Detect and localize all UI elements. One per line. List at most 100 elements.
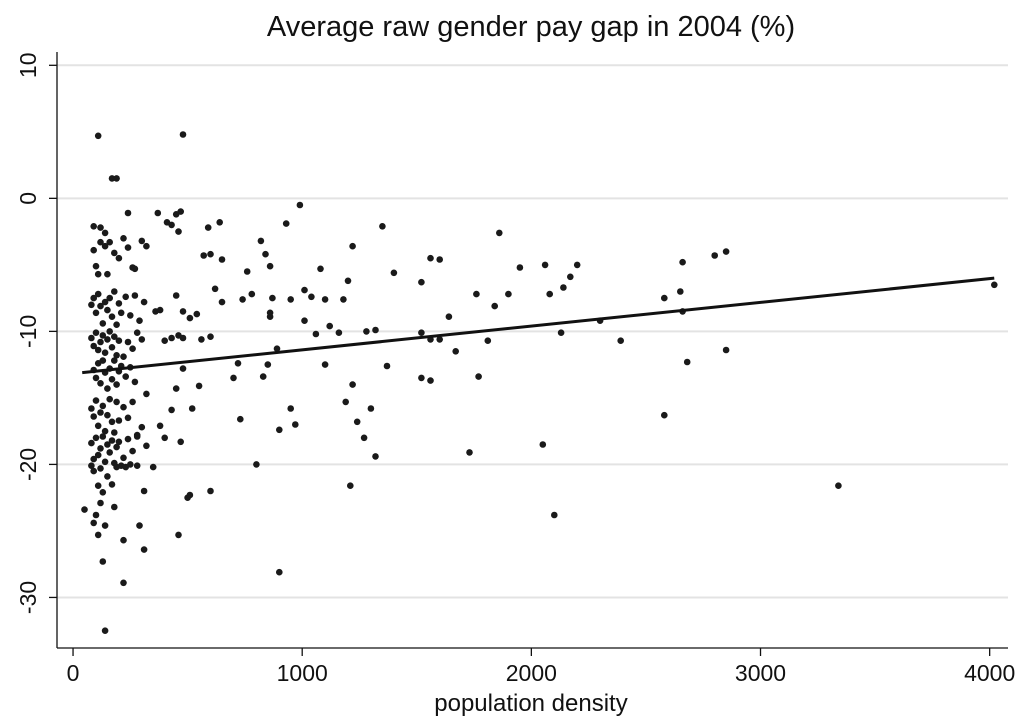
data-point (99, 489, 107, 496)
data-point (179, 308, 187, 315)
data-point (104, 270, 111, 278)
data-point (120, 235, 127, 242)
data-point (120, 579, 127, 587)
data-point (94, 451, 102, 459)
data-point (104, 306, 111, 314)
data-point (679, 258, 686, 266)
data-point (97, 302, 104, 310)
data-point (90, 413, 97, 420)
data-point (321, 296, 329, 303)
data-point (99, 357, 107, 364)
data-point (234, 360, 242, 367)
data-point (175, 228, 182, 235)
data-point (113, 398, 120, 406)
data-point (349, 242, 356, 250)
data-point (88, 405, 95, 412)
data-point (115, 417, 123, 424)
data-point (97, 409, 104, 416)
data-point (115, 438, 123, 446)
data-point (617, 337, 624, 345)
data-point (104, 336, 111, 343)
data-point (344, 277, 352, 285)
data-point (156, 422, 164, 430)
data-point (427, 254, 434, 262)
data-point (168, 406, 175, 414)
data-point (172, 211, 180, 218)
data-point (115, 337, 123, 345)
data-point (539, 441, 547, 448)
data-point (193, 310, 201, 318)
data-point (90, 223, 97, 230)
data-point (101, 427, 109, 435)
data-point (353, 418, 361, 426)
data-point (418, 329, 425, 337)
x-tick-label: 0 (67, 660, 80, 686)
data-point (92, 309, 100, 317)
data-point (491, 302, 499, 310)
data-point (133, 329, 141, 337)
data-point (287, 296, 295, 303)
data-point (237, 415, 244, 423)
data-point (143, 242, 150, 250)
data-point (111, 429, 118, 436)
data-point (179, 365, 187, 372)
data-point (106, 395, 113, 403)
data-point (104, 441, 111, 448)
data-point (94, 346, 102, 354)
data-point (92, 374, 100, 382)
data-point (266, 313, 274, 321)
data-point (484, 337, 492, 345)
data-point (259, 373, 267, 380)
data-point (111, 333, 118, 341)
data-point (97, 338, 104, 346)
data-point (276, 568, 283, 576)
data-point (466, 449, 473, 456)
data-point (108, 418, 116, 426)
data-point (101, 349, 109, 357)
data-point (172, 292, 180, 299)
data-point (372, 453, 379, 460)
data-point (92, 511, 100, 519)
data-point (264, 361, 272, 368)
data-point (90, 467, 97, 475)
data-point (115, 254, 123, 262)
data-point (99, 402, 107, 410)
data-point (127, 461, 134, 468)
data-point (131, 378, 139, 386)
data-point (101, 242, 109, 250)
y-tick-label: -30 (15, 581, 41, 614)
data-point (140, 298, 148, 306)
data-point (204, 224, 212, 231)
data-point (661, 411, 668, 419)
data-point (101, 627, 109, 634)
data-point (94, 132, 102, 140)
data-point (677, 288, 684, 295)
data-point (363, 328, 370, 335)
data-point (179, 131, 187, 138)
data-point (99, 332, 107, 339)
data-point (104, 385, 111, 392)
data-point (991, 281, 998, 289)
data-point (301, 286, 308, 294)
data-point (475, 373, 482, 380)
data-point (88, 301, 95, 309)
data-point (108, 175, 116, 182)
data-point (711, 252, 718, 259)
data-point (835, 482, 842, 490)
chart-title: Average raw gender pay gap in 2004 (%) (267, 11, 795, 43)
data-points (81, 131, 998, 634)
data-point (136, 522, 143, 529)
data-point (308, 293, 315, 301)
data-point (379, 223, 386, 230)
data-point (269, 294, 276, 302)
data-point (113, 381, 120, 388)
y-tick-label: -20 (15, 448, 41, 481)
data-point (133, 433, 141, 440)
data-point (99, 558, 107, 565)
data-point (120, 403, 127, 411)
data-point (131, 292, 139, 299)
data-point (218, 298, 226, 306)
data-point (573, 261, 581, 269)
